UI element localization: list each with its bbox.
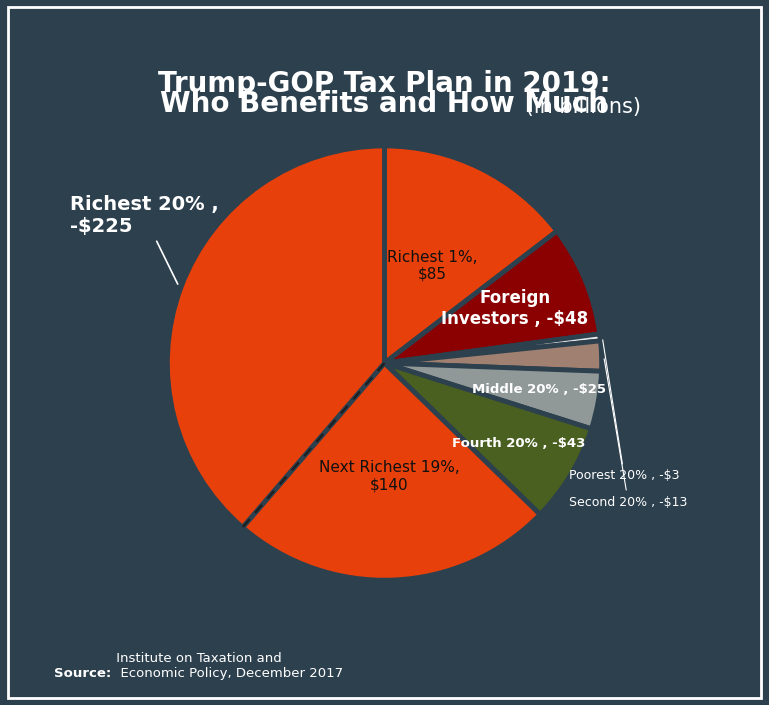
- Text: Richest 20% ,
-$225: Richest 20% , -$225: [70, 195, 218, 284]
- Wedge shape: [384, 146, 557, 363]
- Text: Next Richest 19%,
$140: Next Richest 19%, $140: [319, 460, 460, 492]
- Wedge shape: [168, 146, 384, 527]
- Wedge shape: [384, 334, 601, 363]
- Text: (in billions): (in billions): [519, 97, 641, 116]
- Text: Fourth 20% , -$43: Fourth 20% , -$43: [452, 437, 585, 450]
- Wedge shape: [384, 341, 601, 372]
- Text: Middle 20% , -$25: Middle 20% , -$25: [471, 384, 605, 396]
- Text: Foreign
Investors , -$48: Foreign Investors , -$48: [441, 290, 588, 329]
- Wedge shape: [384, 231, 600, 363]
- Wedge shape: [384, 363, 591, 515]
- Text: Second 20% , -$13: Second 20% , -$13: [569, 359, 687, 508]
- Text: Trump-GOP Tax Plan in 2019:: Trump-GOP Tax Plan in 2019:: [158, 70, 611, 98]
- Text: Institute on Taxation and
  Economic Policy, December 2017: Institute on Taxation and Economic Polic…: [112, 652, 343, 680]
- Text: Source:: Source:: [54, 668, 111, 680]
- Wedge shape: [384, 363, 601, 429]
- Wedge shape: [242, 363, 540, 580]
- Text: Poorest 20% , -$3: Poorest 20% , -$3: [569, 340, 680, 482]
- Text: Who Benefits and How Much: Who Benefits and How Much: [161, 90, 608, 118]
- Text: Richest 1%,
$85: Richest 1%, $85: [388, 250, 478, 282]
